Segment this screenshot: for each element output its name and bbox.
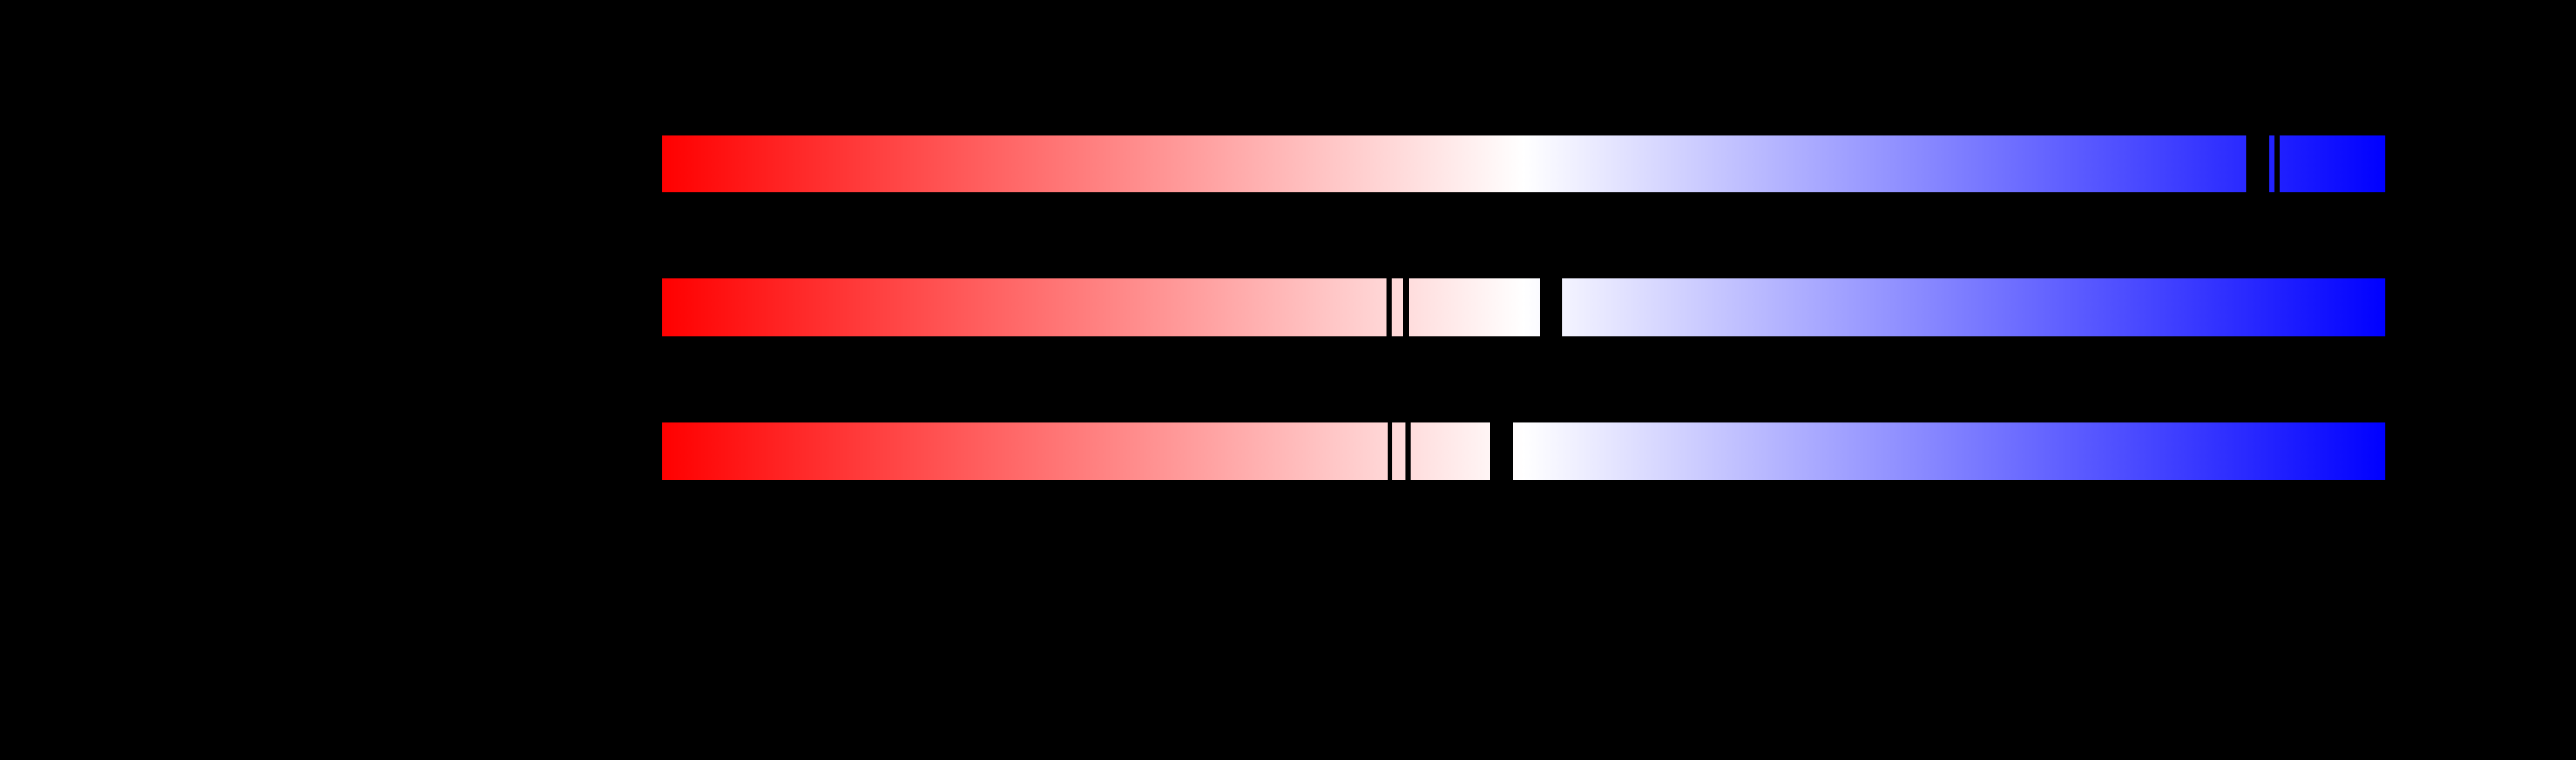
marker-line-thin <box>1387 278 1392 336</box>
marker-line-thin <box>1403 278 1409 336</box>
marker-line-thick <box>2246 135 2269 192</box>
marker-line-thin <box>1405 422 1411 480</box>
gradient-bar-2 <box>662 278 2385 336</box>
marker-line-thin <box>1388 422 1392 480</box>
marker-line-thin <box>2274 135 2280 192</box>
marker-line-thick <box>1540 278 1562 336</box>
gradient-bar-3 <box>662 422 2385 480</box>
marker-line-thick <box>1490 422 1513 480</box>
gradient-bar-1 <box>662 135 2385 192</box>
